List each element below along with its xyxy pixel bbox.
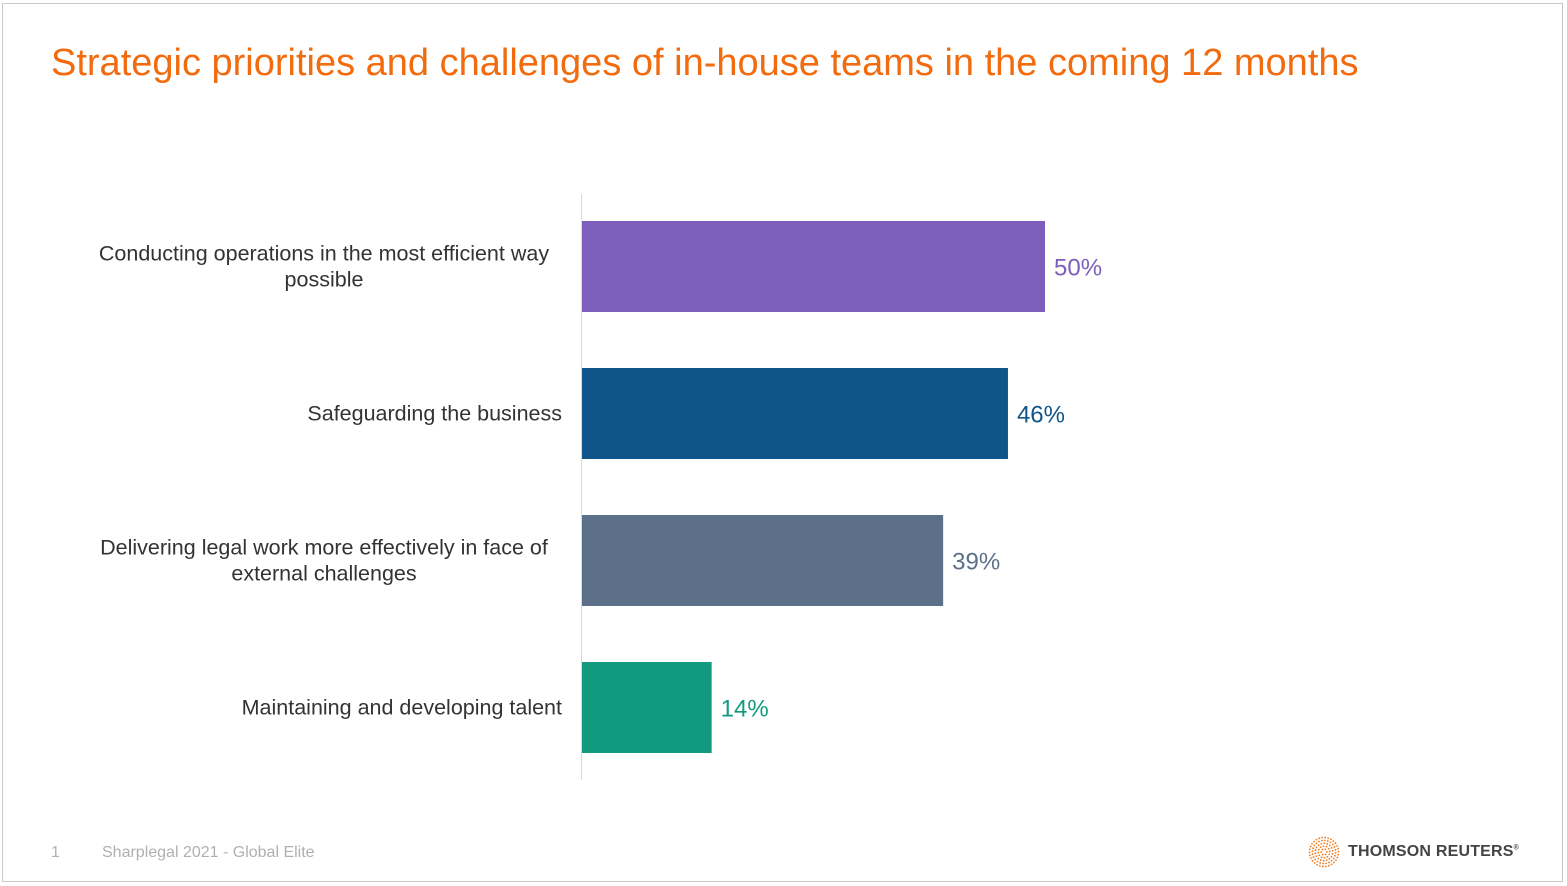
registered-mark: ®: [1513, 844, 1520, 852]
footer-source: Sharplegal 2021 - Global Elite: [102, 844, 315, 861]
category-label: Maintaining and developing talent: [242, 696, 562, 720]
page-number: 1: [51, 844, 60, 861]
bar: [582, 221, 1045, 312]
category-label: possible: [285, 268, 364, 292]
data-label: 46%: [1017, 402, 1065, 429]
category-label: external challenges: [231, 562, 416, 586]
category-label: Conducting operations in the most effici…: [99, 242, 549, 266]
logo-text: THOMSON REUTERS: [1348, 843, 1514, 860]
bar: [582, 368, 1008, 459]
chart-title: Strategic priorities and challenges of i…: [51, 42, 1359, 84]
thomson-reuters-logo: THOMSON REUTERS®: [1308, 836, 1519, 868]
category-label: Delivering legal work more effectively i…: [100, 536, 548, 560]
bar: [582, 515, 944, 606]
logo-dots-icon: [1308, 836, 1340, 868]
slide-frame: [2, 3, 1563, 882]
data-label: 14%: [721, 696, 769, 723]
data-label: 50%: [1054, 255, 1102, 282]
bar: [582, 662, 712, 753]
category-label: Safeguarding the business: [307, 402, 562, 426]
data-label: 39%: [952, 549, 1000, 576]
